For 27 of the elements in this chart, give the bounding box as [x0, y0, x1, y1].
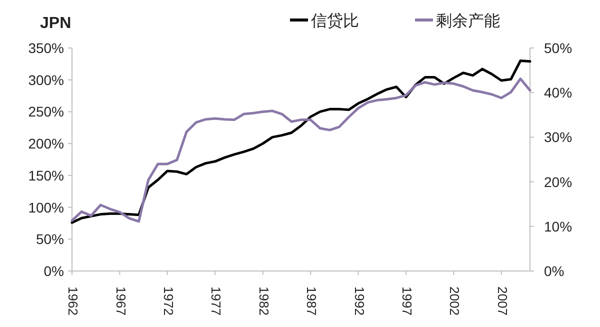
- y2-tick-label: 40%: [544, 84, 572, 101]
- x-tick-label: 1982: [256, 286, 272, 316]
- x-tick-label: 1987: [304, 286, 320, 316]
- x-tick-label: 2002: [447, 286, 462, 316]
- legend-label: 信贷比: [311, 12, 359, 30]
- x-tick-label: 1962: [66, 286, 81, 316]
- x-tick-label: 1992: [352, 286, 367, 316]
- x-tick-label: 1997: [400, 286, 415, 316]
- y-tick-label: 300%: [28, 72, 64, 88]
- chart-title: JPN: [40, 15, 72, 32]
- x-tick-label: 1977: [208, 286, 224, 316]
- y2-tick-label: 50%: [544, 40, 572, 56]
- y-tick-label: 100%: [28, 199, 64, 216]
- y-tick-label: 350%: [28, 40, 64, 56]
- y2-tick-label: 10%: [544, 218, 572, 234]
- y-tick-label: 150%: [28, 167, 64, 184]
- y2-tick-label: 0%: [544, 263, 564, 279]
- x-tick-label: 1972: [160, 286, 176, 316]
- y-tick-label: 50%: [36, 231, 64, 248]
- y-tick-label: 0%: [44, 263, 64, 279]
- y2-tick-label: 30%: [544, 129, 572, 146]
- y-tick-label: 200%: [28, 136, 64, 152]
- y-tick-label: 250%: [28, 104, 64, 120]
- x-tick-label: 1967: [113, 286, 128, 316]
- x-tick-label: 2007: [494, 286, 510, 316]
- legend-label: 剩余产能: [436, 12, 500, 30]
- y2-tick-label: 20%: [544, 174, 572, 190]
